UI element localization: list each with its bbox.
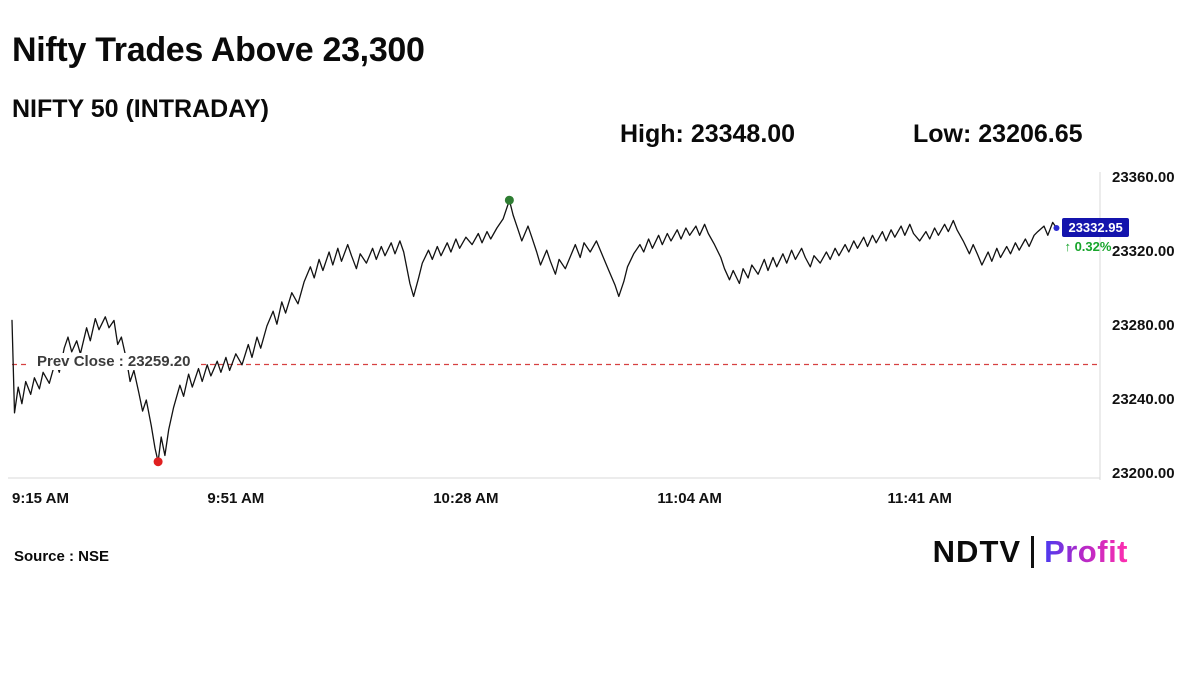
low-value-label: Low: 23206.65: [913, 120, 1083, 148]
ndtv-logo-text: NDTV: [932, 534, 1022, 569]
y-axis-tick: 23240.00: [1112, 391, 1175, 408]
y-axis-tick: 23280.00: [1112, 317, 1175, 334]
profit-logo-text: Profit: [1044, 534, 1128, 569]
page-title: Nifty Trades Above 23,300: [12, 30, 425, 69]
x-axis-tick: 9:15 AM: [12, 490, 69, 507]
last-price-chip: 23332.95: [1062, 218, 1129, 238]
high-value-label: High: 23348.00: [620, 120, 796, 148]
x-axis-tick: 10:28 AM: [433, 490, 499, 507]
x-axis-tick: 11:04 AM: [657, 490, 722, 507]
chart-subtitle: NIFTY 50 (INTRADAY): [12, 94, 269, 123]
prev-close-label: Prev Close : 23259.20: [30, 353, 198, 371]
ndtv-profit-logo: NDTV Profit: [933, 534, 1128, 570]
change-percent-label: ↑ 0.32%: [1064, 239, 1112, 255]
y-axis-tick: 23320.00: [1112, 243, 1175, 260]
price-chart: Prev Close : 23259.20 23332.95 ↑ 0.32% 2…: [0, 168, 1200, 518]
x-axis-tick: 9:51 AM: [207, 490, 265, 507]
y-axis-tick: 23360.00: [1112, 169, 1175, 186]
y-axis-tick: 23200.00: [1112, 465, 1175, 482]
logo-divider: [1031, 536, 1035, 568]
line-chart-svg: [8, 172, 1101, 480]
source-label: Source : NSE: [14, 548, 110, 565]
x-axis-tick: 11:41 AM: [887, 490, 952, 507]
